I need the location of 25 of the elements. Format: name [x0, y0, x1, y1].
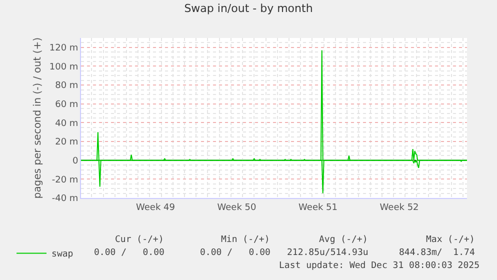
- text: Avg (-/+): [319, 235, 368, 245]
- y-tick-label: 0: [72, 156, 78, 166]
- y-tick-label: 120 m: [49, 44, 78, 54]
- y-tick-label: 40 m: [55, 118, 78, 129]
- y-tick-label: 60 m: [55, 100, 78, 110]
- text: 844.83m/ 1.74: [399, 248, 475, 258]
- text: Max (-/+): [426, 235, 475, 245]
- text: Last update: Wed Dec 31 08:00:03 2025: [279, 261, 480, 271]
- x-tick-label: Week 52: [380, 202, 419, 213]
- x-tick-label: Week 50: [217, 202, 256, 213]
- text: 212.85u/514.93u: [287, 248, 368, 258]
- y-tick-label: 80 m: [55, 81, 78, 92]
- text: 0.00 / 0.00: [94, 248, 164, 258]
- y-tick-label: -40 m: [52, 194, 78, 204]
- y-tick-label: -20 m: [52, 175, 78, 186]
- text: Cur (-/+): [115, 235, 164, 245]
- chart-title: Swap in/out - by month: [184, 2, 313, 15]
- y-tick-label: 100 m: [49, 62, 78, 72]
- text: Min (-/+): [221, 235, 270, 245]
- x-tick-label: Week 49: [136, 202, 176, 213]
- text: 0.00 / 0.00: [200, 248, 270, 258]
- y-axis-title: pages per second in (-) / out (+): [32, 37, 44, 199]
- legend-label: swap: [52, 250, 74, 260]
- x-tick-label: Week 51: [298, 202, 338, 213]
- y-tick-label: 20 m: [55, 138, 78, 148]
